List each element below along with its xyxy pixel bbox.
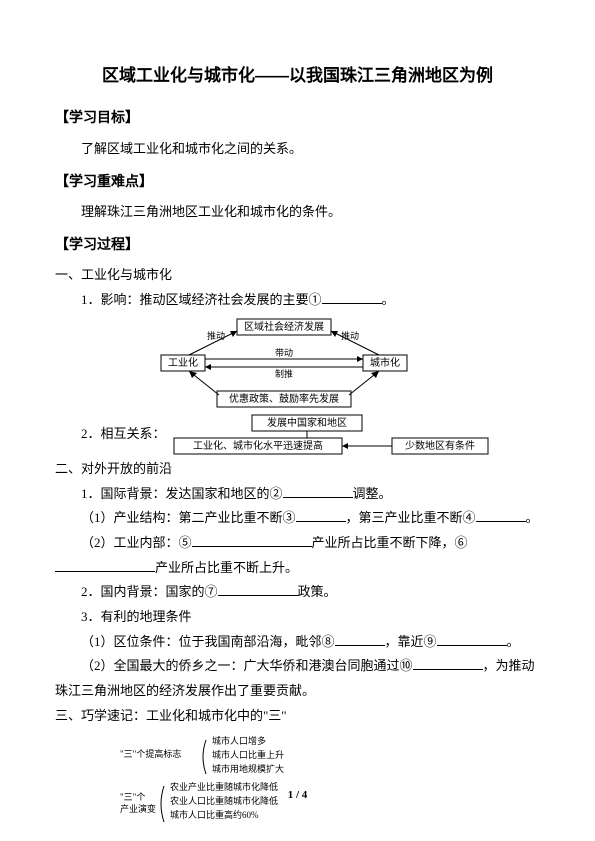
p2-l2: （1）产业结构：第二产业比重不断③ ，第三产业比重不断④ 。 <box>55 506 540 531</box>
blank-8 <box>335 633 385 646</box>
p2-l6: 3．有利的地理条件 <box>55 605 540 630</box>
text: 调整。 <box>353 486 392 501</box>
text: 产业所占比重不断上升。 <box>155 560 298 575</box>
blank-5 <box>192 534 312 547</box>
difficulty-header: 【学习重难点】 <box>55 170 540 197</box>
blank-4 <box>476 509 526 522</box>
p2-l8: （2）全国最大的侨乡之一：广大华侨和港澳台同胞通过⑩ ，为推动 <box>55 654 540 679</box>
text: 2．国内背景：国家的⑦ <box>81 584 218 599</box>
blank-9 <box>437 633 507 646</box>
part1-line2-row: 2．相互关系： 发展中国家和地区 工业化、城市化水平迅速提高 少数地区有条件 <box>55 413 540 457</box>
d3-r1b: 城市人口比重上升 <box>212 749 284 760</box>
text: （2）全国最大的侨乡之一：广大华侨和港澳台同胞通过⑩ <box>81 658 413 673</box>
goal-header: 【学习目标】 <box>55 106 540 133</box>
text: ，靠近⑨ <box>385 634 437 649</box>
d2-b3: 少数地区有条件 <box>405 439 475 452</box>
part1-line1: 1．影响：推动区域经济社会发展的主要① 。 <box>55 288 540 313</box>
page-footer: 1 / 4 <box>0 785 595 806</box>
p2-l1: 1．国际背景：发达国家和地区的② 调整。 <box>55 482 540 507</box>
part1-heading: 一、工业化与城市化 <box>55 263 540 288</box>
d1-top: 区域社会经济发展 <box>244 320 324 333</box>
d2-b1: 发展中国家和地区 <box>267 416 347 429</box>
d1-bottom: 优惠政策、鼓励率先发展 <box>229 392 339 405</box>
page-title: 区域工业化与城市化——以我国珠江三角洲地区为例 <box>55 60 540 92</box>
process-header: 【学习过程】 <box>55 233 540 260</box>
text: 产业所占比重不断下降，⑥ <box>312 535 468 550</box>
text: （1）产业结构：第二产业比重不断③ <box>81 510 296 525</box>
d3-r1c: 城市用地规模扩大 <box>212 763 284 774</box>
text: 1．影响：推动区域经济社会发展的主要① <box>81 292 322 307</box>
d1-ra: 推动 <box>341 330 359 341</box>
blank-6 <box>55 559 155 572</box>
blank-10 <box>413 657 483 670</box>
diagram-tree: "三"个提高标志 城市人口增多 城市人口比重上升 城市用地规模扩大 "三"个 产… <box>120 732 540 832</box>
goal-text: 了解区域工业化和城市化之间的关系。 <box>55 137 540 162</box>
text: ，为推动 <box>483 658 535 673</box>
blank-3 <box>296 509 346 522</box>
d2-b2: 工业化、城市化水平迅速提高 <box>193 439 323 452</box>
text: ，第三产业比重不断④ <box>346 510 476 525</box>
text: 政策。 <box>298 584 337 599</box>
part3-heading: 三、巧学速记：工业化和城市化中的"三" <box>55 704 540 729</box>
p2-l4: 产业所占比重不断上升。 <box>55 556 540 581</box>
blank-7 <box>218 583 298 596</box>
p2-l3: （2）工业内部：⑤ 产业所占比重不断下降，⑥ <box>55 531 540 556</box>
blank-2 <box>283 485 353 498</box>
d1-midbot: 制推 <box>275 368 293 379</box>
blank-1 <box>322 291 382 304</box>
d1-midtop: 带动 <box>275 348 293 358</box>
difficulty-text: 理解珠江三角洲地区工业化和城市化的条件。 <box>55 200 540 225</box>
text: 1．国际背景：发达国家和地区的② <box>81 486 283 501</box>
d3-r1: "三"个提高标志 <box>120 748 181 759</box>
diagram-relationship: 区域社会经济发展 工业化 城市化 优惠政策、鼓励率先发展 带动 制推 推动 推动 <box>159 317 409 409</box>
p2-l7: （1）区位条件：位于我国南部沿海，毗邻⑧ ，靠近⑨ 。 <box>55 630 540 655</box>
text: 。 <box>526 510 539 525</box>
p2-l9: 珠江三角洲地区的经济发展作出了重要贡献。 <box>55 679 540 704</box>
text: 。 <box>382 292 395 307</box>
diagram-flow: 发展中国家和地区 工业化、城市化水平迅速提高 少数地区有条件 <box>172 413 502 457</box>
d3-r2c: 城市人口比重高约60% <box>170 809 259 820</box>
d1-left: 工业化 <box>168 356 198 369</box>
d3-r1a: 城市人口增多 <box>212 735 266 746</box>
text: （1）区位条件：位于我国南部沿海，毗邻⑧ <box>81 634 335 649</box>
d1-right: 城市化 <box>370 356 400 369</box>
part2-heading: 二、对外开放的前沿 <box>55 457 540 482</box>
d1-la: 推动 <box>207 330 225 341</box>
p2-l5: 2．国内背景：国家的⑦ 政策。 <box>55 580 540 605</box>
text: （2）工业内部：⑤ <box>81 535 192 550</box>
part1-line2: 2．相互关系： <box>55 422 166 447</box>
text: 。 <box>507 634 520 649</box>
